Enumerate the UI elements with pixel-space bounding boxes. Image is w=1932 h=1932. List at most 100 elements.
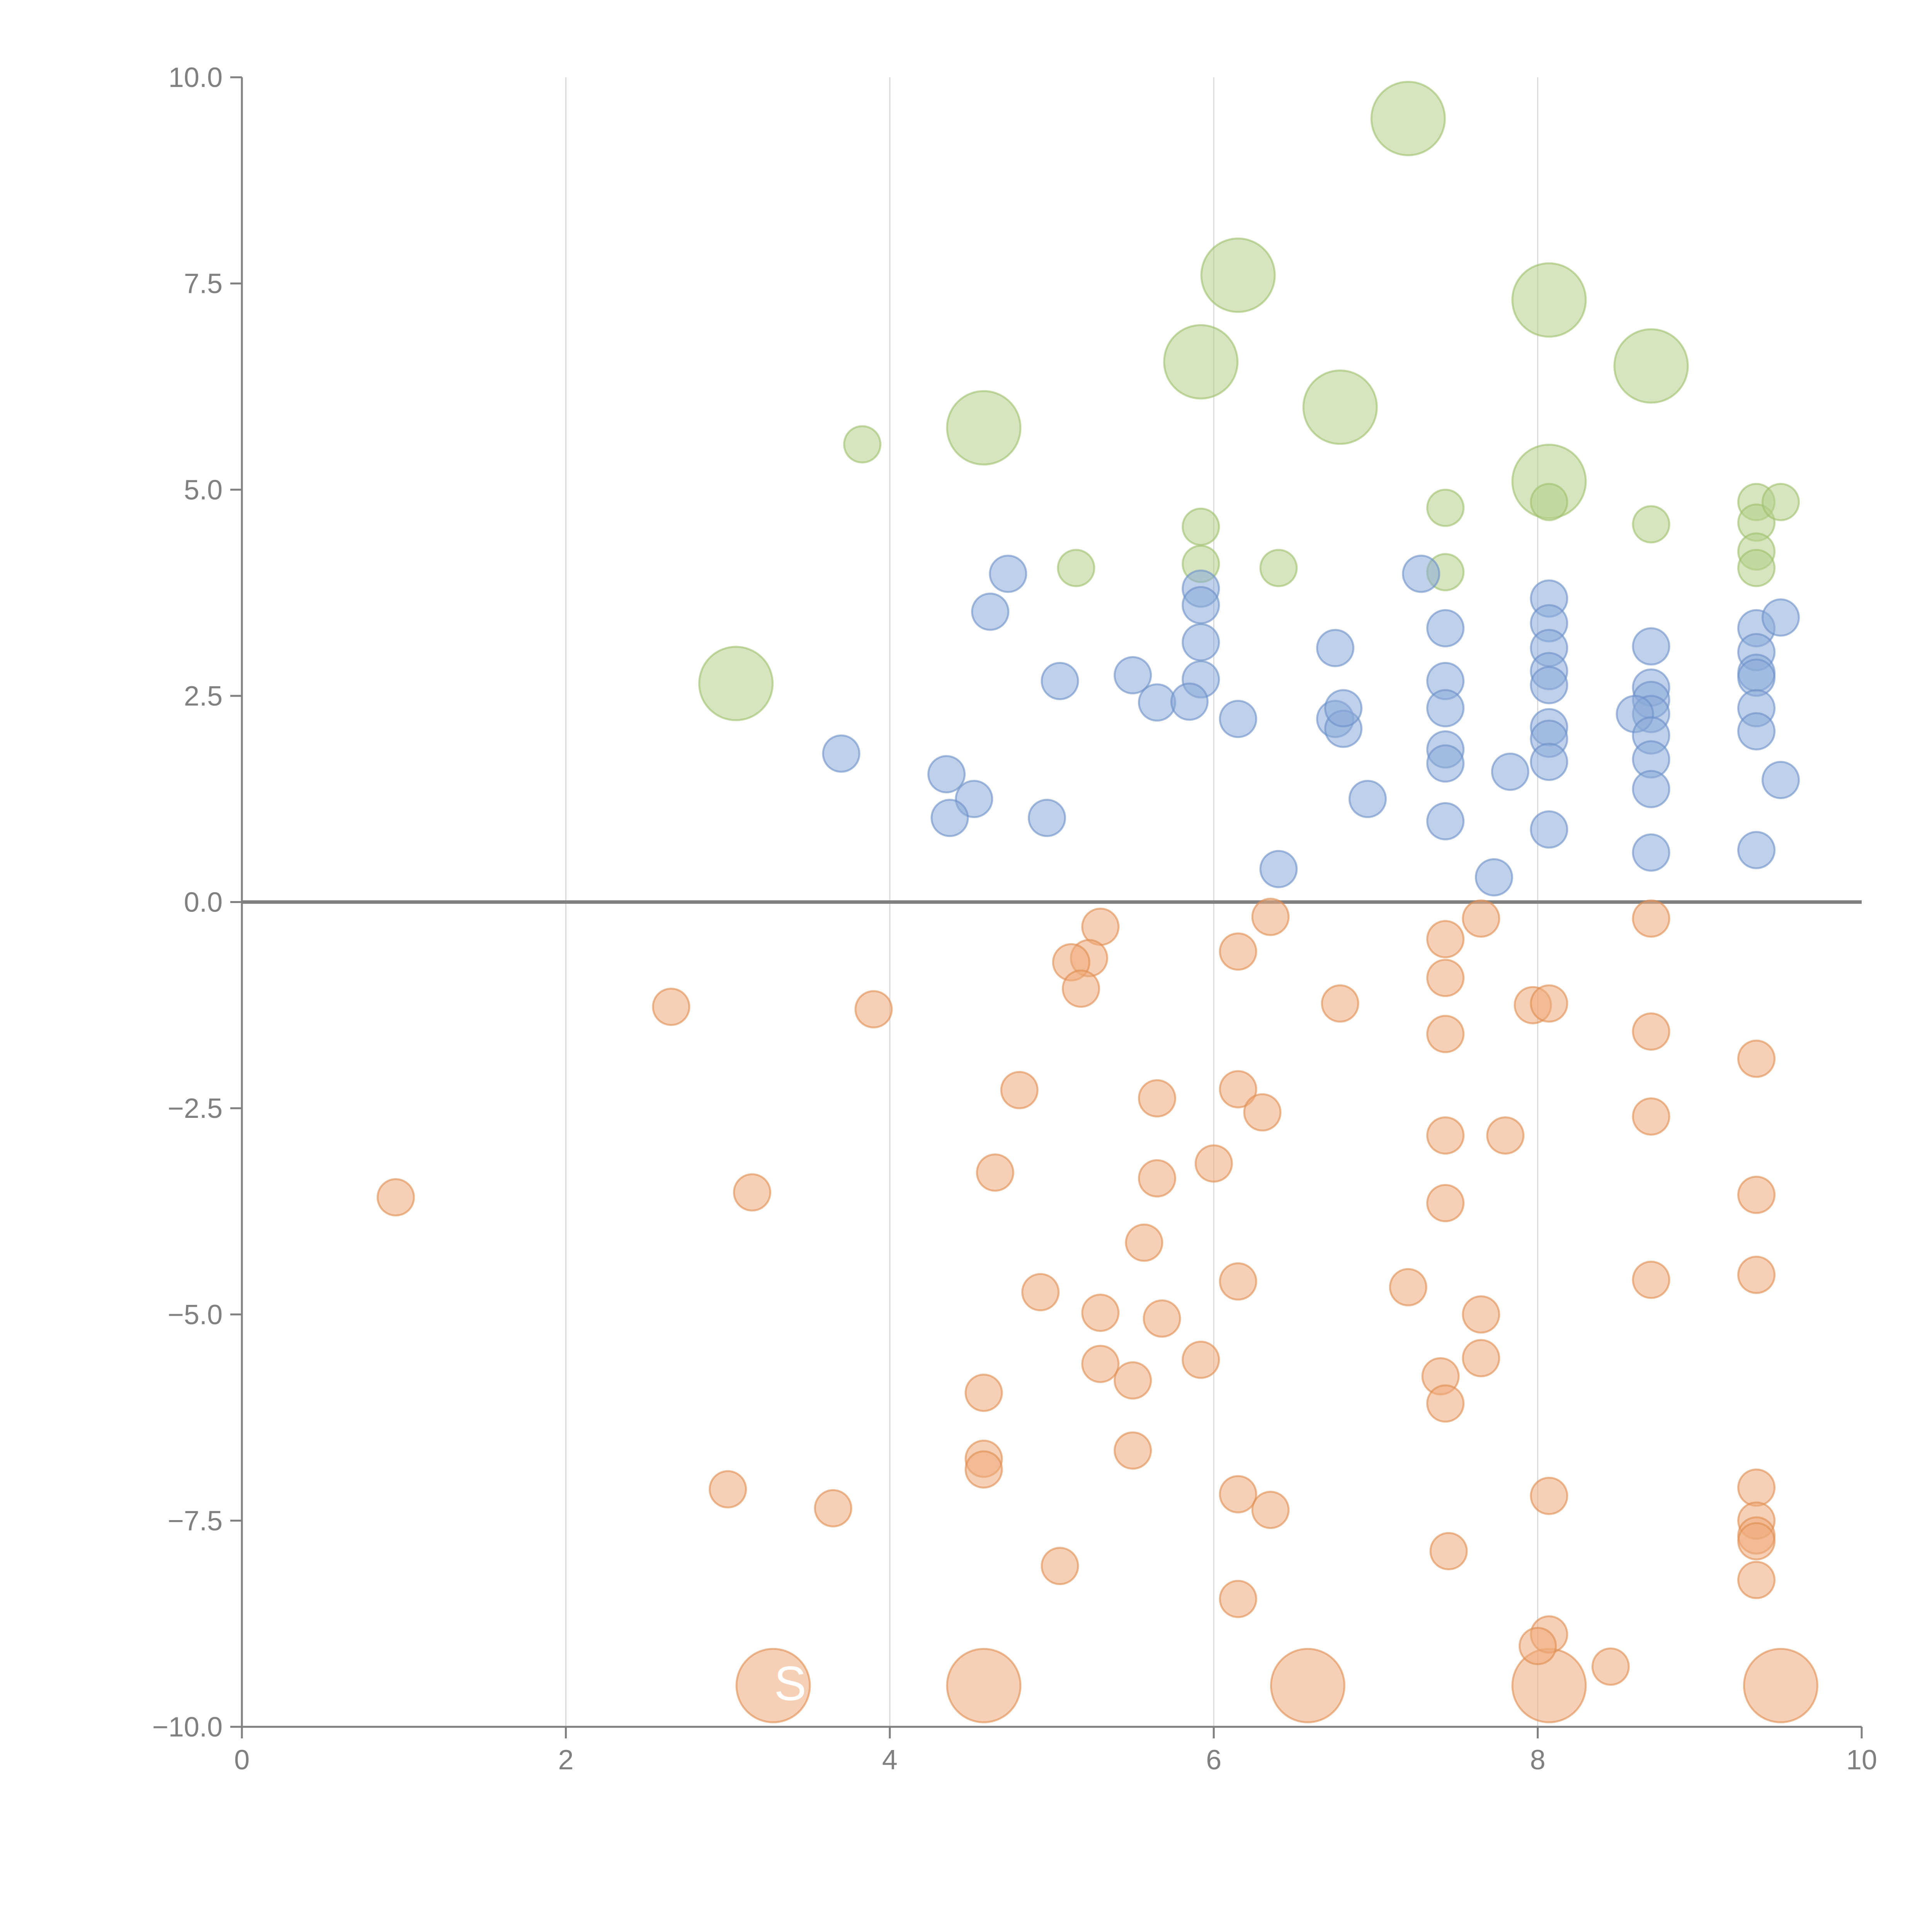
data-point-blue [1530,666,1568,704]
y-tick-label: −10.0 [152,1712,223,1743]
data-point-orange [1243,1093,1282,1132]
y-tick-label: −2.5 [168,1093,223,1124]
data-point-orange [1530,1476,1568,1515]
data-point-blue [971,592,1010,631]
data-point-green [698,646,774,721]
data-point-blue [1737,712,1776,751]
data-point-orange [1081,1293,1120,1332]
data-point-orange [1462,899,1500,938]
data-point-blue [1348,780,1387,818]
data-point-orange [1486,1116,1525,1155]
data-point-orange [854,990,893,1029]
data-point-green [1057,549,1095,587]
data-point-orange [1426,1384,1465,1423]
y-tick-label: −5.0 [168,1299,223,1330]
x-tick-label: 8 [1530,1745,1546,1776]
data-point-blue [1737,831,1776,869]
data-point-orange [1251,1491,1290,1529]
overlay-letter: S [774,1657,806,1711]
series-green [698,81,1800,721]
data-point-green [1737,549,1776,587]
data-point-orange [1632,1012,1670,1051]
data-point-orange [1114,1431,1152,1470]
data-point-green [1511,262,1587,338]
data-point-orange [1632,1260,1670,1299]
data-point-orange [1519,1627,1557,1665]
data-point-orange [1389,1268,1427,1306]
data-point-orange [1426,1015,1465,1053]
data-point-orange [376,1178,415,1217]
data-point-blue [822,734,861,773]
data-point-blue [1219,700,1257,738]
data-point-orange [1000,1071,1039,1109]
data-point-orange [1219,1475,1257,1514]
data-point-blue [1632,627,1670,666]
data-point-orange [1462,1295,1500,1334]
data-point-orange [1041,1547,1079,1585]
data-point-blue [1632,770,1670,808]
data-point-orange [1426,1184,1465,1223]
y-tick-label: −7.5 [168,1505,223,1536]
data-point-green [1163,324,1239,400]
data-point-orange [1426,920,1465,959]
y-tick-label: 5.0 [184,474,223,505]
data-point-orange [1737,1175,1776,1214]
data-point-blue [1761,761,1800,799]
data-point-orange [1426,959,1465,997]
data-point-orange [1251,898,1290,936]
data-point-orange [814,1489,852,1527]
data-point-orange [1743,1648,1818,1723]
data-point-orange [1138,1079,1176,1118]
data-point-green [1302,369,1378,445]
data-point-orange [1219,1262,1257,1301]
data-point-green [1200,237,1276,313]
data-point-orange [1737,1255,1776,1294]
y-tick-label: 10.0 [168,62,223,93]
data-point-orange [1426,1116,1465,1155]
data-point-blue [1259,850,1298,888]
x-tick-label: 0 [234,1745,250,1776]
data-point-blue [989,554,1027,593]
data-point-green [1370,81,1446,156]
data-point-blue [1491,752,1529,791]
tick-labels: 0 2 4 6 8 10 10.0 7.5 5.0 2.5 0.0 −2.5 −5.0 −7.5 −10.0 [152,62,1877,1776]
x-tick-label: 10 [1846,1745,1877,1776]
data-point-blue [1426,689,1465,728]
data-point-orange [1219,1070,1257,1109]
data-point-orange [652,988,690,1026]
data-point-orange [1737,1561,1776,1599]
data-point-orange [1219,1580,1257,1618]
data-point-orange [1737,1522,1776,1561]
data-point-orange [1321,984,1359,1023]
data-point-blue [1632,833,1670,872]
data-point-orange [709,1470,747,1509]
data-point-orange [1182,1340,1220,1379]
data-point-blue [1324,689,1363,728]
series-orange [376,898,1818,1723]
y-tick-label: 0.0 [184,887,223,918]
data-point-orange [1462,1339,1500,1378]
x-tick-label: 2 [558,1745,573,1776]
data-point-orange [1270,1648,1345,1723]
data-point-orange [1632,1097,1670,1136]
data-point-green [843,425,882,464]
data-point-orange [1081,1345,1120,1383]
data-point-orange [1194,1144,1233,1183]
data-point-orange [733,1173,771,1212]
data-points [376,81,1818,1723]
data-point-green [1426,488,1465,527]
data-point-orange [976,1153,1014,1192]
data-point-blue [1316,629,1355,667]
data-point-green [1259,549,1298,587]
data-point-blue [1041,662,1079,700]
data-point-green [1182,507,1220,546]
data-point-orange [1138,1159,1176,1198]
data-point-green [1613,328,1689,404]
data-point-orange [1530,984,1568,1023]
data-point-orange [735,1648,811,1723]
data-point-blue [930,799,969,837]
data-point-green [946,390,1022,466]
series-blue [822,554,1800,896]
